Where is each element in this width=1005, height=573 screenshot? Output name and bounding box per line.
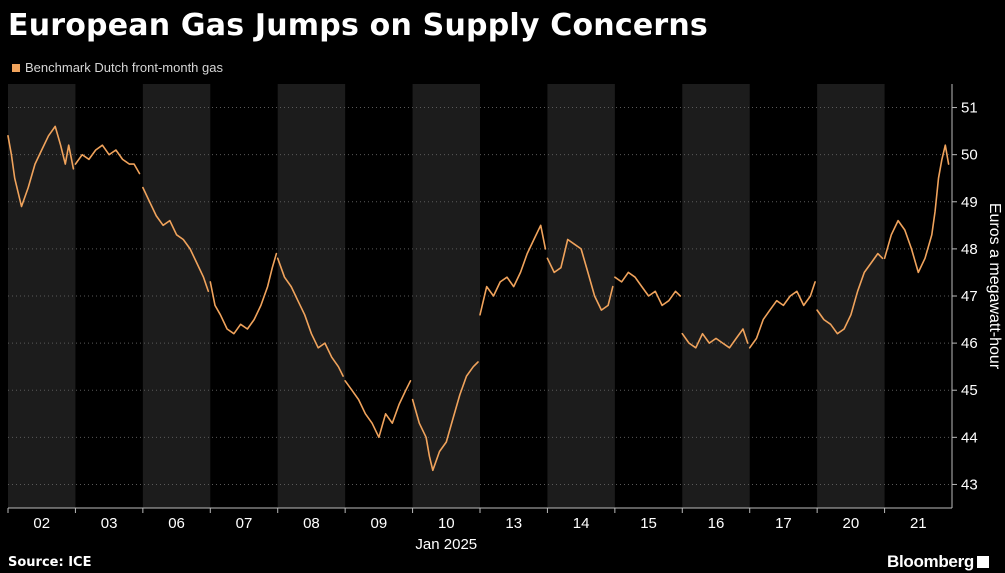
logo-text: Bloomberg: [886, 552, 974, 571]
x-tick-label: 06: [168, 515, 185, 532]
logo: Bloomberg: [887, 552, 989, 572]
day-shade: [8, 84, 76, 508]
source-note: Source: ICE: [8, 555, 92, 570]
legend: Benchmark Dutch front-month gas: [12, 60, 223, 75]
y-tick-label: 46: [961, 335, 978, 352]
x-axis-month-label: Jan 2025: [415, 536, 477, 553]
x-tick-label: 03: [101, 515, 118, 532]
x-tick-label: 07: [236, 515, 253, 532]
x-tick-label: 13: [505, 515, 522, 532]
y-axis-title: Euros a megawatt-hour: [986, 203, 1003, 370]
x-tick-label: 09: [371, 515, 388, 532]
y-tick-label: 48: [961, 241, 978, 258]
x-tick-label: 10: [438, 515, 455, 532]
y-tick-label: 43: [961, 476, 978, 493]
day-shade: [277, 84, 346, 508]
x-tick-label: 16: [708, 515, 725, 532]
day-shade: [412, 84, 480, 508]
y-tick-label: 47: [961, 288, 978, 305]
legend-label: Benchmark Dutch front-month gas: [25, 60, 223, 75]
legend-swatch: [12, 63, 20, 72]
logo-icon: [977, 556, 989, 568]
y-tick-label: 49: [961, 194, 978, 211]
day-shade: [547, 84, 615, 508]
x-tick-label: 20: [843, 515, 860, 532]
day-shade: [817, 84, 885, 508]
y-tick-label: 44: [961, 429, 978, 446]
x-tick-label: 15: [640, 515, 657, 532]
x-tick-label: 02: [33, 515, 50, 532]
y-tick-label: 50: [961, 147, 978, 164]
y-tick-label: 51: [961, 100, 978, 117]
x-tick-label: 08: [303, 515, 320, 532]
chart-title: European Gas Jumps on Supply Concerns: [8, 8, 708, 43]
x-tick-label: 17: [775, 515, 792, 532]
y-tick-label: 45: [961, 382, 978, 399]
x-tick-label: 21: [910, 515, 927, 532]
x-tick-label: 14: [573, 515, 590, 532]
